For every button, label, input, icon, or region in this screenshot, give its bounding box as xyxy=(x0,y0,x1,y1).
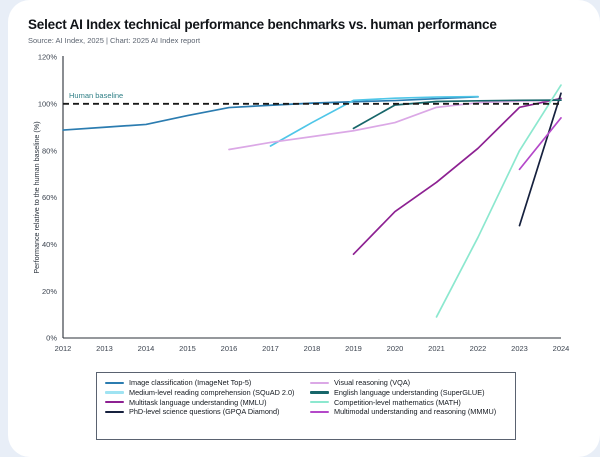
x-tick-label: 2023 xyxy=(511,344,528,353)
y-axis-title: Performance relative to the human baseli… xyxy=(32,121,41,273)
x-tick-label: 2013 xyxy=(96,344,113,353)
y-tick-label: 60% xyxy=(42,193,57,202)
legend-color-swatch xyxy=(310,381,329,384)
page-title: Select AI Index technical performance be… xyxy=(28,17,497,32)
legend-item-label: Competition-level mathematics (MATH) xyxy=(334,397,461,407)
legend-item[interactable]: Multitask language understanding (MMLU) xyxy=(105,397,302,407)
legend-item[interactable]: Competition-level mathematics (MATH) xyxy=(310,397,507,407)
legend-item-label: Medium-level reading comprehension (SQuA… xyxy=(129,387,295,397)
chart-plot-area: 0% 20% 40% 60% 80% 100% 120% 2012 2013 2014 2015 20… xyxy=(8,0,600,457)
legend-color-swatch xyxy=(105,381,124,384)
x-tick-label: 2018 xyxy=(304,344,321,353)
y-tick-label: 100% xyxy=(38,99,58,108)
legend-item-label: Visual reasoning (VQA) xyxy=(334,378,411,387)
legend-color-swatch xyxy=(310,401,329,404)
chart-card: Select AI Index technical performance be… xyxy=(8,0,600,457)
x-tick-label: 2016 xyxy=(221,344,238,353)
series-line xyxy=(518,117,562,171)
legend-item[interactable]: Image classification (ImageNet Top-5) xyxy=(105,379,302,386)
legend-item-label: Multitask language understanding (MMLU) xyxy=(129,397,267,407)
x-tick-label: 2014 xyxy=(138,344,155,353)
series-line xyxy=(352,99,562,130)
chart-axes: 0% 20% 40% 60% 80% 100% 120% 2012 2013 2014 2015 20… xyxy=(32,53,569,353)
y-tick-label: 20% xyxy=(42,287,57,296)
series-line xyxy=(269,95,479,147)
legend-color-swatch xyxy=(310,410,329,414)
series-line xyxy=(435,84,562,318)
legend-color-swatch xyxy=(105,401,124,404)
y-tick-label: 80% xyxy=(42,146,57,155)
legend-item[interactable]: Visual reasoning (VQA) xyxy=(310,379,507,386)
legend-item[interactable]: PhD-level science questions (GPQA Diamon… xyxy=(105,407,302,417)
x-tick-label: 2020 xyxy=(387,344,404,353)
legend-item-label: Image classification (ImageNet Top-5) xyxy=(129,378,252,387)
legend-item[interactable]: Multimodal understanding and reasoning (… xyxy=(310,407,507,417)
x-tick-label: 2012 xyxy=(55,344,72,353)
legend-item[interactable]: Medium-level reading comprehension (SQuA… xyxy=(105,387,302,397)
chart-source-note: Source: AI Index, 2025 | Chart: 2025 AI … xyxy=(28,36,201,45)
chart-legend: Image classification (ImageNet Top-5) Vis… xyxy=(96,372,516,440)
series-line xyxy=(518,92,562,227)
x-tick-label: 2022 xyxy=(470,344,487,353)
x-tick-label: 2024 xyxy=(553,344,570,353)
legend-grid: Image classification (ImageNet Top-5) Vis… xyxy=(105,379,507,416)
y-tick-label: 120% xyxy=(38,53,58,62)
legend-item-label: English language understanding (SuperGLU… xyxy=(334,387,485,397)
x-tick-label: 2015 xyxy=(179,344,196,353)
human-baseline-group: Human baseline xyxy=(63,91,561,105)
x-tick-label: 2017 xyxy=(262,344,279,353)
legend-item-label: PhD-level science questions (GPQA Diamon… xyxy=(129,407,280,417)
human-baseline-label: Human baseline xyxy=(69,91,123,100)
x-tick-label: 2019 xyxy=(345,344,362,353)
y-tick-label: 40% xyxy=(42,240,57,249)
series-line xyxy=(352,97,562,256)
legend-color-swatch xyxy=(105,391,124,394)
series-line xyxy=(228,99,562,151)
legend-color-swatch xyxy=(105,410,124,414)
legend-item-label: Multimodal understanding and reasoning (… xyxy=(334,407,497,417)
legend-item[interactable]: English language understanding (SuperGLU… xyxy=(310,387,507,397)
line-chart-svg: 0% 20% 40% 60% 80% 100% 120% 2012 2013 2014 2015 20… xyxy=(32,53,569,353)
x-tick-label: 2021 xyxy=(428,344,445,353)
y-tick-label: 0% xyxy=(46,334,57,343)
series-line xyxy=(62,95,479,131)
chart-series-group xyxy=(62,84,562,318)
legend-color-swatch xyxy=(310,391,329,394)
